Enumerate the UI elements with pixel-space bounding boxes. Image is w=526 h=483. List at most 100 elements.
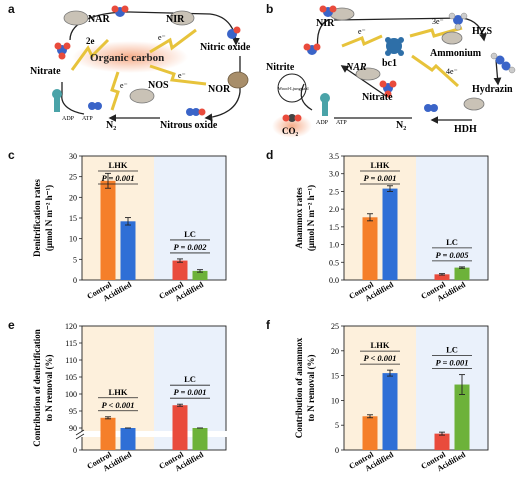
y-tick-label: 0 <box>73 446 77 455</box>
y-tick-label: 5 <box>335 421 339 430</box>
label-bc1: bc1 <box>382 58 397 69</box>
y-tick-label: 5 <box>73 255 77 264</box>
bar <box>434 274 450 280</box>
label-e-2: 2e <box>86 36 95 46</box>
electron-path-2 <box>149 28 197 54</box>
label-nitrate: Nitrate <box>30 66 61 77</box>
label-e-3: e⁻ <box>120 81 128 90</box>
label-nar-b: NAR <box>345 62 367 73</box>
label-nos: NOS <box>148 80 169 91</box>
y-tick-label: 115 <box>65 339 77 348</box>
nor-enzyme-icon <box>227 71 249 89</box>
nitric-oxide-molecule-icon <box>227 26 241 39</box>
n2-b-molecule-icon <box>424 104 438 112</box>
chart-f-svg: 0 5 10 15 20 25 Contribution of anammox to N re… <box>294 322 489 473</box>
wood-ljungdahl-circle <box>277 73 307 103</box>
y-axis-label: Anammox rates <box>294 187 304 249</box>
panel-label-f: f <box>266 318 270 332</box>
hzs-enzyme-icon <box>441 31 463 45</box>
panel-label-b: b <box>266 2 274 16</box>
p-value: P = 0.001 <box>101 173 134 183</box>
label-nitrite-b: Nitrite <box>266 62 295 73</box>
y-tick-label: 100 <box>65 390 77 399</box>
label-e-b1: e⁻ <box>358 27 366 36</box>
label-nitrate-b: Nitrate <box>362 92 393 103</box>
bar <box>192 270 208 280</box>
panel-label-d: d <box>266 148 274 162</box>
hdh-enzyme-icon <box>463 97 485 111</box>
bar <box>192 428 208 450</box>
y-tick-label: 1.0 <box>329 241 339 250</box>
label-co2: CO₂ <box>282 126 299 136</box>
y-tick-label: 25 <box>69 173 77 182</box>
chart-e-svg: 0 90 95 100 105 110 115 120 Contribution of deni… <box>32 322 232 473</box>
electron-path-4 <box>110 71 120 111</box>
label-hzs: HZS <box>472 26 492 37</box>
label-hydrazine: Hydrazin <box>472 84 513 95</box>
y-tick-label: 15 <box>69 214 77 223</box>
y-axis-label: Contribution of denitrification <box>32 329 42 447</box>
nitrate-molecule-icon <box>54 42 71 60</box>
group-name: LHK <box>109 387 128 397</box>
p-value: P < 0.001 <box>363 353 396 363</box>
bar <box>362 217 378 280</box>
label-adp-b: ADP <box>316 120 329 126</box>
axis-break-mark <box>75 433 85 440</box>
nitrate-b-molecule-icon <box>379 80 397 98</box>
y-tick-label: 10 <box>69 235 77 244</box>
hydrazine-molecule-icon <box>490 52 516 74</box>
lc-background <box>416 156 488 280</box>
electron-path-b2 <box>409 26 463 38</box>
y-tick-label: 0 <box>73 276 77 285</box>
label-adp: ADP <box>62 116 75 122</box>
label-atp: ATP <box>82 116 93 122</box>
atp-synthase-b-icon <box>320 93 330 116</box>
lhk-background <box>344 156 416 280</box>
nir-enzyme-icon <box>169 10 195 26</box>
electron-path-1 <box>70 38 110 71</box>
label-e-b3: 3e⁻ <box>432 17 444 26</box>
bar <box>120 221 136 280</box>
plot-frame <box>81 325 227 451</box>
nitrite-b2-molecule-icon <box>303 43 321 55</box>
group-name: LC <box>446 237 458 247</box>
chart-f: f 0 5 10 15 20 25 Contribution of anammox to N … <box>262 318 526 478</box>
label-e-1: e⁻ <box>158 33 166 42</box>
bar <box>120 428 136 450</box>
y-axis-label: Denitrification rates <box>32 179 42 257</box>
axis-break-mark <box>75 429 85 436</box>
label-n2-b: N₂ <box>396 120 406 131</box>
label-hdh: HDH <box>454 124 477 135</box>
plot-frame <box>343 155 489 281</box>
y-tick-label: 95 <box>69 407 77 416</box>
y-tick-label: 2.0 <box>329 205 339 214</box>
chart-c: c 0 5 10 15 20 25 30 Denitrification rates (μmol… <box>0 148 262 308</box>
label-nar: NAR <box>88 14 110 25</box>
p-value: P < 0.001 <box>101 400 134 410</box>
panel-label-e: e <box>8 318 15 332</box>
lhk-background <box>82 326 154 450</box>
chart-d: d 0.0 0.5 1.0 1.5 2.0 2.5 3.0 3.5 Anammox rates(… <box>262 148 526 308</box>
bar <box>172 405 188 450</box>
plot-frame <box>343 325 489 451</box>
y-axis-label: Contribution of anammox <box>294 337 304 438</box>
label-atp-b: ATP <box>336 120 347 126</box>
group-name: LC <box>184 374 196 384</box>
nar-enzyme-icon <box>63 10 89 26</box>
diagram-b-svg: Wood-Ljungdahl NIR bc1 HZS Ammonium Hydr… <box>266 5 516 138</box>
y-tick-label: 3.5 <box>329 152 339 161</box>
y-tick-label: 110 <box>65 356 77 365</box>
label-nir: NIR <box>166 14 185 25</box>
y-tick-label: 2.5 <box>329 187 339 196</box>
y-tick-label: 25 <box>331 322 339 331</box>
y-tick-label: 20 <box>69 193 77 202</box>
bar <box>454 384 470 450</box>
y-tick-label: 1.5 <box>329 223 339 232</box>
y-axis-label: to N removal (%) <box>44 354 54 421</box>
y-axis-label: (μmol N m⁻² h⁻¹) <box>306 185 316 251</box>
electron-path-b3 <box>411 54 460 88</box>
y-tick-label: 90 <box>69 424 77 433</box>
group-name: LHK <box>371 160 390 170</box>
label-nitrous-oxide: Nitrous oxide <box>160 120 218 131</box>
y-axis-label: (μmol N m⁻² h⁻¹) <box>44 185 54 251</box>
